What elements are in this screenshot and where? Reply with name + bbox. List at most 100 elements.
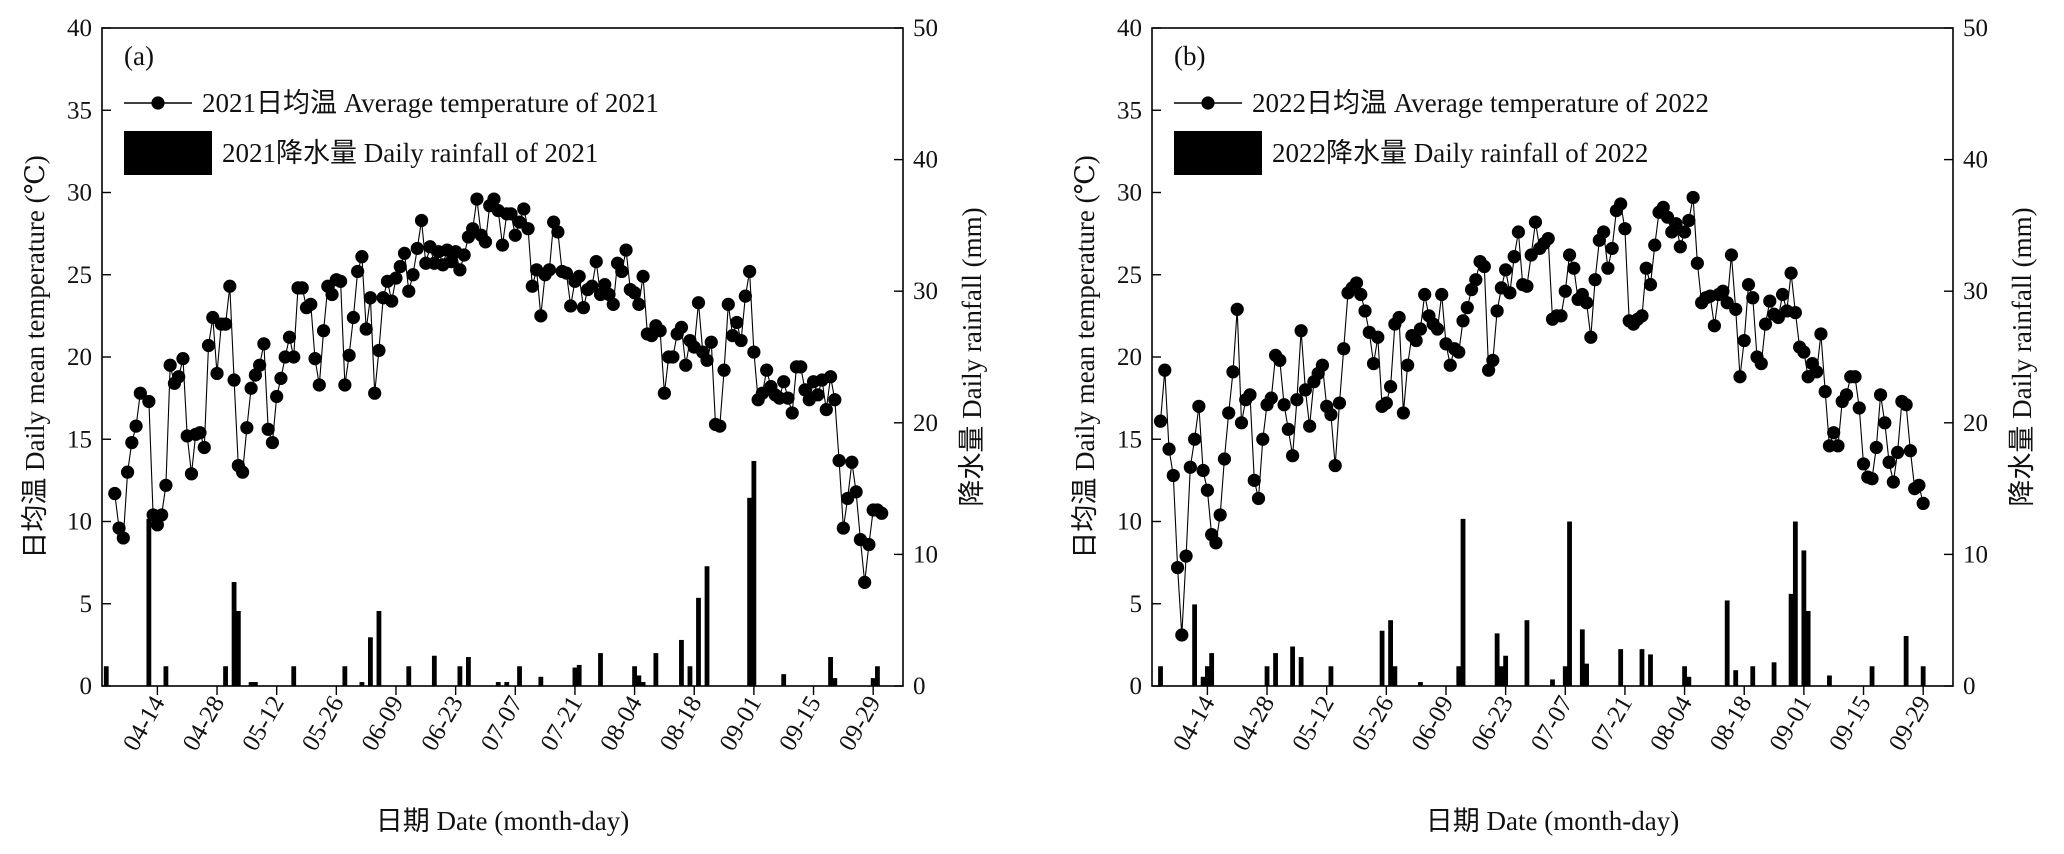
temperature-point [551,225,565,239]
y-tick-label: 25 [1117,262,1142,289]
temperature-point [453,263,467,277]
temperature-point [1315,358,1330,372]
rainfall-bar [828,657,833,686]
temperature-point [108,486,122,501]
temperature-point [1273,353,1287,367]
temperature-point [1635,309,1649,323]
temperature-point [1775,287,1790,302]
temperature-point [666,350,680,364]
temperature-point [525,279,539,293]
rainfall-bar [1903,635,1909,686]
temperature-point [1814,327,1828,341]
x-tick-label: 06-23 [416,692,469,756]
temperature-point [1337,342,1351,356]
temperature-point [120,465,135,479]
temperature-point [1464,282,1479,297]
temperature-point [1209,536,1223,550]
temperature-point [717,363,731,377]
temperature-point [1588,273,1602,287]
rainfall-bar [252,682,258,686]
temperature-point [385,294,399,308]
temperature-point [184,467,199,481]
temperature-point [653,324,667,338]
x-tick-label: 04-14 [1168,691,1221,755]
rainfall-bar [504,682,510,686]
temperature-point [1899,398,1913,412]
rainfall-bar [1524,620,1530,686]
temperature-point [1222,406,1236,420]
y2-tick-label: 40 [913,147,938,174]
temperature-point [521,222,535,236]
rainfall-bar [517,666,522,686]
temperature-point [1243,388,1257,402]
rainfall-bar [1567,521,1572,686]
rainfall-bar [704,566,710,686]
temperature-point [402,284,416,298]
rainfall-bar [1724,600,1730,686]
temperature-point [704,335,718,349]
temperature-point [308,352,322,366]
x-tick-label: 09-15 [1824,692,1877,756]
temperature-point [218,317,233,331]
temperature-point [1256,432,1270,446]
temperature-point [159,478,173,492]
temperature-point [1916,496,1930,511]
temperature-point [1371,330,1385,344]
temperature-point [1788,305,1802,320]
temperature-point [1366,356,1381,371]
rainfall-bar [1920,666,1926,686]
temperature-point [1251,491,1266,506]
rainfall-bar [1328,666,1334,686]
x-tick-label: 07-21 [536,692,589,756]
temperature-point [197,440,211,455]
x-tick-label: 08-04 [1645,691,1698,755]
rainfall-bar [1418,682,1423,686]
temperature-point [1460,301,1474,315]
temperature-point [794,360,808,374]
temperature-point [1443,358,1457,372]
rainfall-bar [636,675,642,686]
rainfall-bar [1618,649,1624,686]
temperature-point [338,378,352,392]
temperature-point [619,243,633,257]
temperature-point [1162,442,1176,456]
rainfall-bar [1792,521,1798,686]
temperature-point [1818,384,1832,399]
temperature-point [1298,383,1312,397]
temperature-point [240,421,254,435]
rainfall-bar [1392,666,1398,686]
rainfall-bar [1788,593,1794,686]
temperature-point [282,330,297,344]
y-tick-label: 10 [1117,509,1142,536]
temperature-point [253,358,267,372]
rainfall-bar [457,666,463,686]
rainfall-bar [359,682,365,686]
temperature-point [632,297,646,311]
temperature-point [295,281,309,295]
temperature-point [1456,314,1470,328]
temperature-point [1281,422,1295,436]
rainfall-bar [103,666,109,686]
rainfall-bar [598,653,603,686]
temperature-point [721,297,735,311]
temperature-point [1686,190,1700,205]
temperature-point [389,271,403,285]
temperature-point [836,521,850,535]
rainfall-bar [572,667,578,686]
y-tick-label: 25 [67,262,92,289]
temperature-point [1166,468,1180,483]
temperature-point [730,315,744,330]
temperature-point [738,289,752,303]
rainfall-bar [1562,666,1568,686]
temperature-point [1643,278,1658,292]
rainfall-bar [1503,655,1509,686]
y-tick-label: 15 [67,426,92,453]
plot-frame [101,27,904,687]
temperature-point [397,246,412,260]
rainfall-bar [632,666,637,686]
temperature-point [287,350,301,364]
temperature-point [457,248,471,262]
temperature-point [1567,261,1581,275]
temperature-point [1614,197,1628,211]
